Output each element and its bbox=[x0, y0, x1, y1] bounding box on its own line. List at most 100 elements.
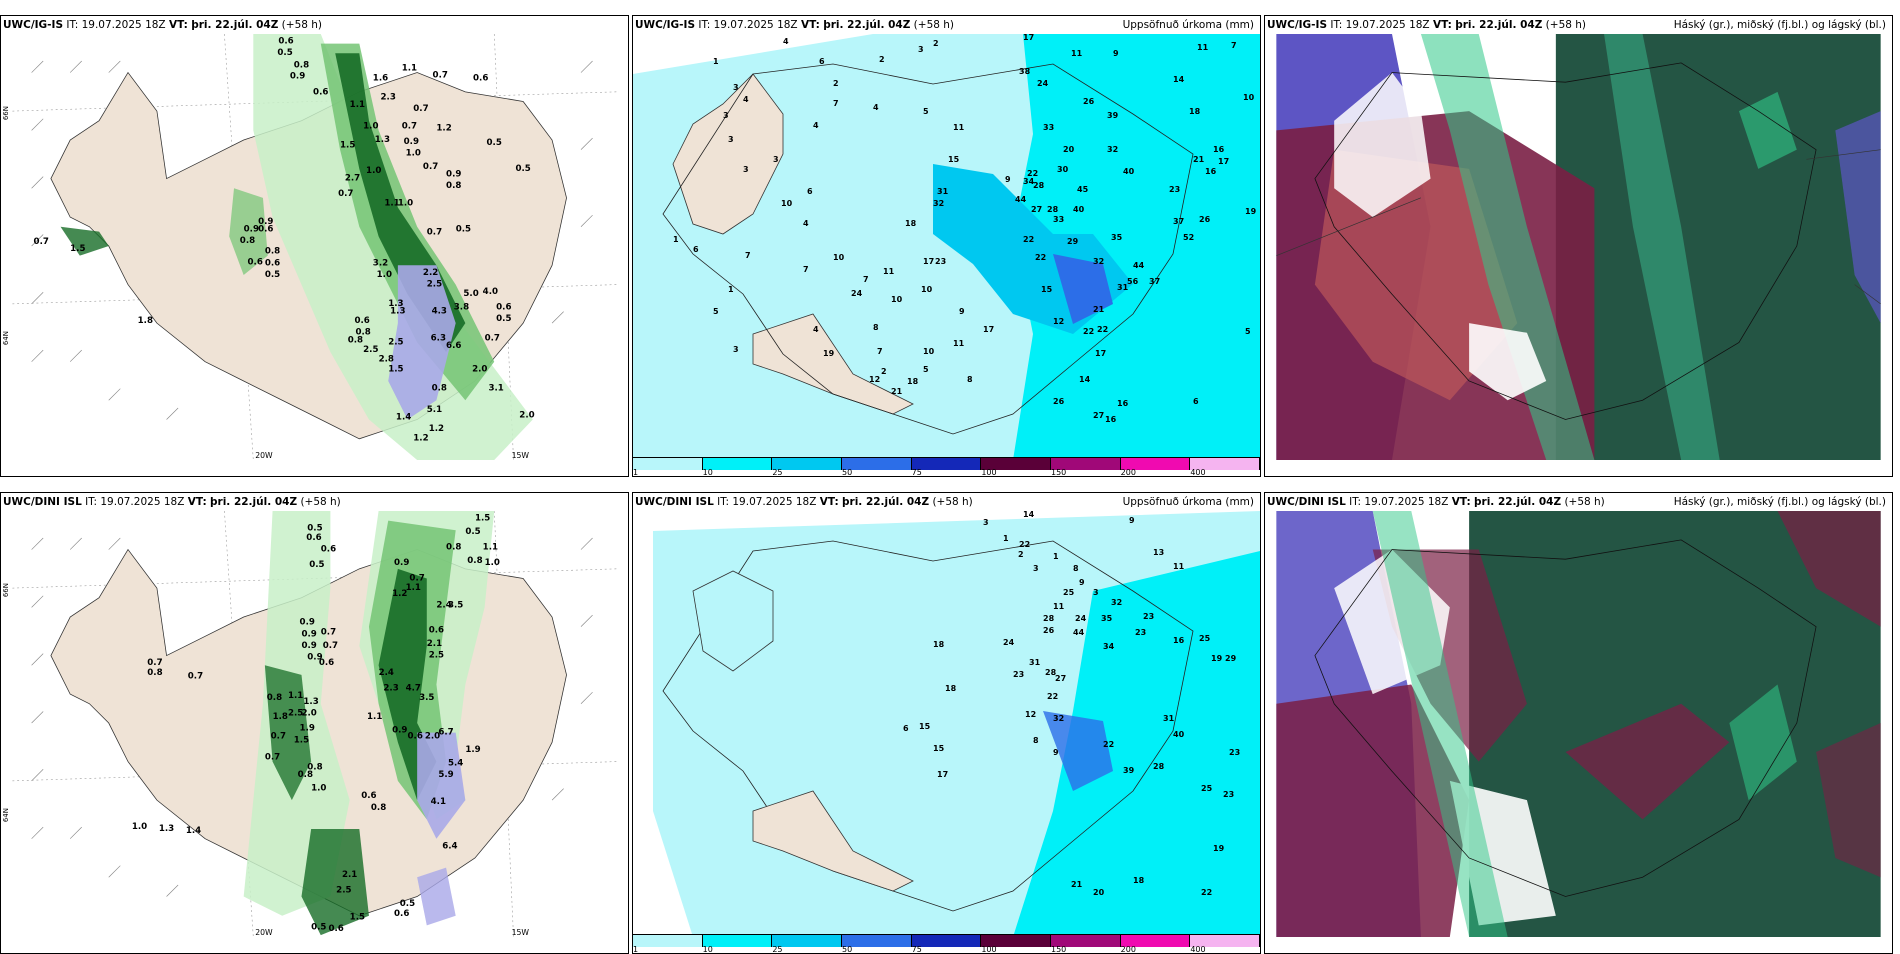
value-label: 1.4 bbox=[186, 826, 201, 836]
value-label: 22 bbox=[1023, 235, 1034, 244]
value-label: 2.2 bbox=[423, 268, 438, 278]
value-label: 1.1 bbox=[384, 199, 399, 209]
value-label: 17 bbox=[1218, 157, 1229, 166]
value-label: 0.5 bbox=[265, 270, 280, 280]
colorbar-label: 150 bbox=[1051, 468, 1067, 477]
value-label: 17 bbox=[1095, 349, 1106, 358]
value-label: 0.7 bbox=[485, 333, 500, 343]
value-label: 3 bbox=[1093, 588, 1099, 597]
colorbar-label: 150 bbox=[1051, 945, 1067, 954]
value-label: 39 bbox=[1107, 111, 1119, 120]
value-label: 9 bbox=[1113, 49, 1119, 58]
value-label: 12 bbox=[1053, 317, 1064, 326]
value-label: 17 bbox=[983, 325, 994, 334]
value-label: 0.5 bbox=[309, 560, 324, 570]
value-label: 1.3 bbox=[159, 824, 174, 834]
value-label: 3 bbox=[733, 345, 739, 354]
value-label: 4.0 bbox=[483, 287, 498, 297]
value-label: 11 bbox=[953, 339, 965, 348]
value-label: 0.8 bbox=[348, 335, 363, 345]
value-label: 1 bbox=[1053, 552, 1059, 561]
value-label: 1.8 bbox=[138, 316, 153, 326]
value-label: 6.3 bbox=[431, 333, 446, 343]
lon-label: 15W bbox=[512, 928, 530, 937]
value-label: 1.0 bbox=[366, 166, 381, 176]
value-label: 0.9 bbox=[446, 170, 461, 180]
value-label: 6.4 bbox=[442, 841, 457, 851]
value-label: 0.9 bbox=[392, 726, 407, 736]
value-label: 8 bbox=[873, 323, 879, 332]
value-label: 21 bbox=[1193, 155, 1205, 164]
value-label: 4 bbox=[873, 103, 879, 112]
iceland-land bbox=[672, 73, 784, 235]
value-label: 19 bbox=[823, 349, 835, 358]
value-label: 1.0 bbox=[363, 121, 378, 131]
value-label: 7 bbox=[1231, 41, 1237, 50]
colorbar-segment bbox=[1190, 458, 1260, 470]
value-label: 1 bbox=[728, 285, 734, 294]
value-label: 13 bbox=[1153, 548, 1164, 557]
value-label: 26 bbox=[1053, 397, 1065, 406]
value-label: 0.9 bbox=[258, 217, 273, 227]
value-label: 0.6 bbox=[361, 791, 376, 801]
value-label: 0.8 bbox=[355, 328, 370, 338]
value-label: 10 bbox=[833, 253, 845, 262]
value-label: 29 bbox=[1225, 654, 1237, 663]
value-label: 3.1 bbox=[488, 384, 503, 394]
lon-label: 15W bbox=[512, 451, 530, 460]
value-label: 1.5 bbox=[70, 244, 85, 254]
value-label: 0.5 bbox=[456, 225, 471, 235]
value-label: 4.7 bbox=[406, 683, 421, 693]
value-label: 18 bbox=[905, 219, 917, 228]
value-label: 20 bbox=[1093, 888, 1105, 897]
value-label: 5.1 bbox=[427, 405, 442, 415]
lat-label: 66N bbox=[2, 583, 10, 598]
value-label: 0.8 bbox=[446, 543, 461, 553]
value-label: 26 bbox=[1083, 97, 1095, 106]
value-label: 2.5 bbox=[288, 708, 303, 718]
value-label: 12 bbox=[869, 375, 880, 384]
value-label: 5 bbox=[923, 365, 929, 374]
value-label: 37 bbox=[1173, 217, 1184, 226]
lat-label: 66N bbox=[2, 106, 10, 121]
colorbar-label: 1 bbox=[633, 468, 639, 477]
value-label: 31 bbox=[937, 187, 949, 196]
value-label: 4 bbox=[803, 219, 809, 228]
value-label: 0.7 bbox=[409, 573, 424, 583]
value-label: 6 bbox=[903, 724, 909, 733]
value-label: 1 bbox=[713, 57, 719, 66]
value-label: 23 bbox=[1229, 748, 1240, 757]
cloud-panel-row2: UWC/DINI ISL IT: 19.07.2025 18Z VT: þri.… bbox=[1264, 492, 1893, 954]
value-label: 2.1 bbox=[342, 870, 357, 880]
value-label: 22 bbox=[1097, 325, 1108, 334]
value-label: 0.7 bbox=[271, 731, 286, 741]
value-label: 0.7 bbox=[413, 104, 428, 114]
value-label: 4.1 bbox=[431, 797, 446, 807]
value-label: 2.0 bbox=[301, 708, 316, 718]
value-label: 52 bbox=[1183, 233, 1194, 242]
value-label: 9 bbox=[1079, 578, 1085, 587]
value-label: 0.6 bbox=[306, 533, 321, 543]
value-label: 2 bbox=[833, 79, 839, 88]
value-label: 16 bbox=[1117, 399, 1129, 408]
colorbar: 1 10 25 50 75 100 150 200 400 bbox=[633, 934, 1260, 953]
value-label: 1.9 bbox=[465, 745, 480, 755]
colorbar-segment bbox=[702, 935, 773, 947]
value-label: 3.5 bbox=[419, 693, 434, 703]
value-label: 11 bbox=[1197, 43, 1209, 52]
value-label: 37 bbox=[1149, 277, 1160, 286]
value-label: 17 bbox=[1023, 34, 1034, 42]
value-label: 0.5 bbox=[400, 899, 415, 909]
value-label: 1.5 bbox=[388, 364, 403, 374]
value-label: 3 bbox=[728, 135, 734, 144]
value-label: 27 bbox=[1093, 411, 1104, 420]
value-label: 17 bbox=[937, 770, 948, 779]
value-label: 7 bbox=[833, 99, 839, 108]
value-label: 9 bbox=[959, 307, 965, 316]
colorbar-label: 10 bbox=[702, 945, 713, 954]
value-label: 0.9 bbox=[301, 641, 316, 651]
value-label: 0.6 bbox=[313, 88, 328, 98]
value-label: 6 bbox=[693, 245, 699, 254]
value-label: 7 bbox=[877, 347, 883, 356]
value-label: 0.8 bbox=[446, 181, 461, 191]
